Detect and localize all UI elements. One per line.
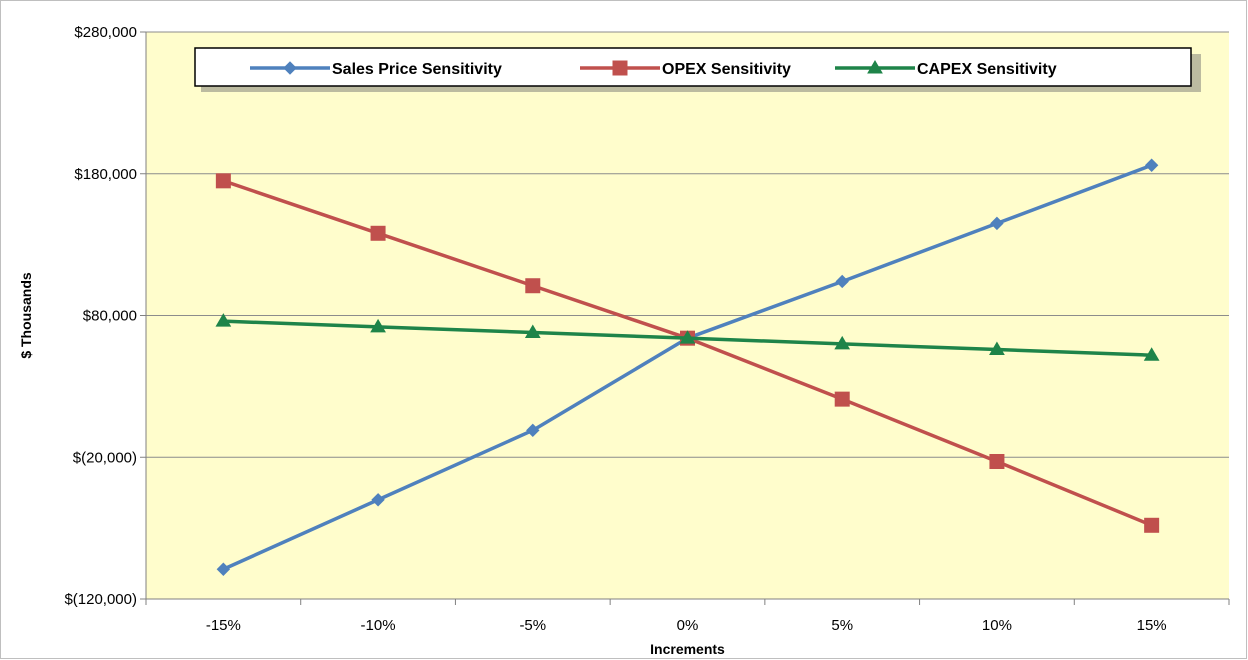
data-point xyxy=(283,61,297,75)
data-point xyxy=(1144,517,1160,533)
data-point xyxy=(525,278,541,294)
legend: Sales Price Sensitivity OPEX Sensitivity C… xyxy=(194,47,1201,92)
data-point xyxy=(215,313,232,327)
data-point xyxy=(612,60,628,76)
y-tick-label: $(120,000) xyxy=(64,591,137,608)
x-tick-label: 10% xyxy=(982,617,1012,634)
data-point xyxy=(834,335,851,350)
axes: $280,000 $180,000 $80,000 $(20,000) $(120,00… xyxy=(64,24,1230,634)
data-point xyxy=(1144,158,1159,172)
data-point xyxy=(370,225,386,241)
x-tick-label: -10% xyxy=(361,617,396,634)
data-point xyxy=(679,330,696,344)
data-point xyxy=(834,391,850,407)
x-tick-label: -5% xyxy=(519,617,546,634)
data-point xyxy=(835,274,849,289)
y-tick-label: $80,000 xyxy=(83,308,137,325)
data-point xyxy=(524,324,541,339)
y-tick-label: $180,000 xyxy=(74,166,137,183)
data-point xyxy=(371,493,385,507)
data-point xyxy=(370,318,386,333)
data-point xyxy=(989,341,1005,356)
y-tick-label: $280,000 xyxy=(74,24,137,41)
series-lines xyxy=(215,158,1160,576)
gridlines xyxy=(146,31,1229,458)
x-tick-label: -15% xyxy=(206,617,241,634)
y-tick-label: $(20,000) xyxy=(73,449,137,466)
legend-box xyxy=(194,47,1192,87)
data-point xyxy=(867,60,883,74)
data-point xyxy=(990,216,1004,231)
series-triangle xyxy=(215,313,1160,361)
legend-label: OPEX Sensitivity xyxy=(662,61,791,78)
x-axis-title: Increments xyxy=(650,641,725,657)
data-point xyxy=(215,173,231,189)
legend-label: Sales Price Sensitivity xyxy=(332,61,502,78)
x-tick-label: 5% xyxy=(831,617,853,634)
data-point xyxy=(216,562,231,576)
y-axis-title: $ Thousands xyxy=(18,272,34,359)
data-point xyxy=(1143,347,1160,361)
x-tick-label: 0% xyxy=(677,617,699,634)
x-tick-label: 15% xyxy=(1137,617,1167,634)
data-point xyxy=(989,454,1005,470)
data-point xyxy=(526,423,540,438)
legend-label: CAPEX Sensitivity xyxy=(917,61,1057,78)
